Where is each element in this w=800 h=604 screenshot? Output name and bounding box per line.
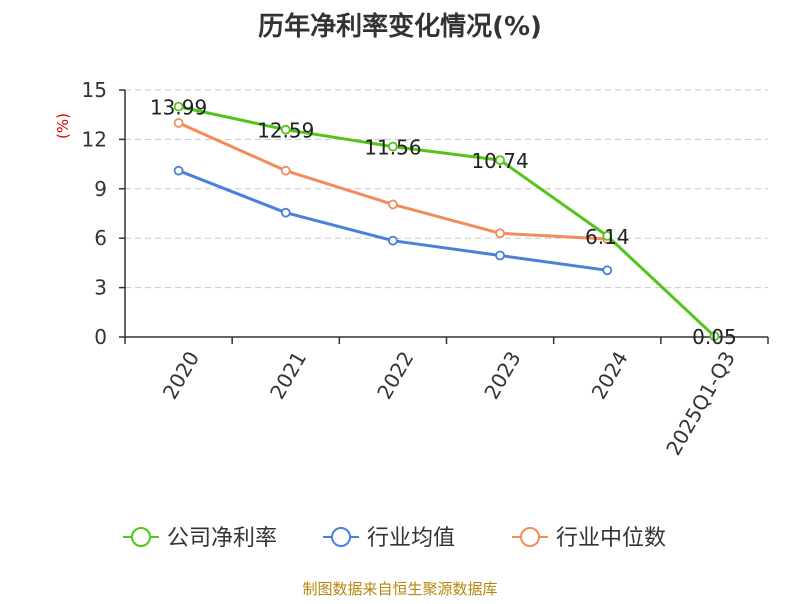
data-point	[495, 228, 505, 239]
label-layer: 13.99 12.59 11.56 10.74 6.14 0.05	[150, 96, 737, 350]
data-point	[388, 235, 398, 246]
x-tick-label: 2021	[265, 347, 311, 403]
data-point	[388, 199, 398, 210]
data-point	[388, 141, 398, 152]
x-tick-label: 2025Q1-Q3	[661, 347, 740, 459]
legend-layer: 公司净利率 行业均值 行业中位数	[123, 526, 666, 551]
legend-marker	[331, 527, 351, 547]
data-point	[280, 165, 291, 176]
legend-label: 行业均值	[367, 526, 455, 551]
data-label: 11.56	[364, 136, 421, 160]
series-line	[178, 105, 716, 338]
data-point	[495, 250, 505, 261]
series-line	[178, 169, 608, 272]
data-point	[602, 265, 613, 276]
y-tick-label: 3	[94, 276, 107, 300]
data-point	[709, 331, 720, 342]
x-tick-label: 2022	[372, 347, 418, 403]
y-tick-label: 12	[82, 127, 107, 151]
data-point	[602, 230, 613, 241]
y-tick-label: 6	[94, 226, 107, 250]
y-tick-label: 15	[82, 78, 107, 102]
legend-label: 公司净利率	[167, 526, 277, 551]
series-layer	[173, 101, 720, 342]
y-tick-label: 0	[94, 325, 107, 349]
y-tick-label: 9	[94, 177, 107, 201]
data-point	[495, 155, 505, 166]
data-label: 6.14	[585, 225, 630, 249]
source-note: 制图数据来自恒生聚源数据库	[302, 580, 498, 598]
legend-marker	[520, 527, 540, 547]
chart-title: 历年净利率变化情况(%)	[258, 12, 542, 42]
data-label: 10.74	[471, 149, 528, 173]
data-point	[173, 118, 184, 128]
data-label: 13.99	[150, 96, 207, 120]
data-point	[173, 165, 184, 176]
data-point	[280, 207, 291, 218]
data-label: 0.05	[692, 325, 737, 349]
x-tick-label: 2024	[587, 347, 633, 403]
x-tick-label: 2023	[479, 347, 525, 403]
data-point	[280, 124, 291, 135]
legend-marker	[131, 527, 151, 547]
data-point	[173, 101, 184, 112]
x-tick-label: 2020	[158, 347, 204, 403]
data-label: 12.59	[257, 119, 314, 143]
y-axis-label: (%)	[54, 113, 72, 139]
legend-label: 行业中位数	[556, 526, 666, 551]
